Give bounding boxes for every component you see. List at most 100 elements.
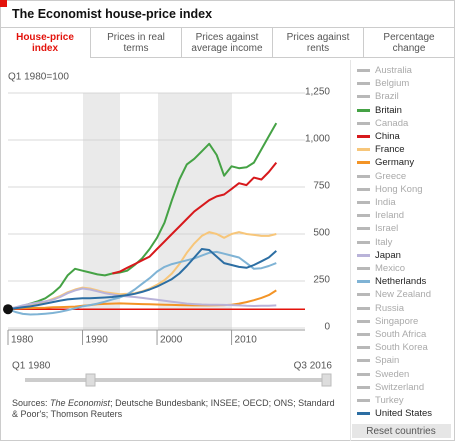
legend-swatch [357,266,370,270]
legend-label[interactable]: India [375,197,396,208]
legend-label[interactable]: South Africa [375,329,427,340]
slider-handle[interactable] [85,373,96,387]
legend-item[interactable]: Hong Kong [357,183,423,196]
legend-label[interactable]: China [375,131,400,142]
legend-item[interactable]: Germany [357,156,414,169]
legend-item[interactable]: Switzerland [357,381,424,394]
sources-text: ; Deutsche Bundesbank; INSEE; OECD; ONS;… [12,398,335,419]
legend-swatch [357,319,370,323]
legend-swatch [357,95,370,99]
legend-swatch [357,121,370,125]
tab[interactable]: Percentage change [364,28,455,58]
legend-item[interactable]: Israel [357,222,398,235]
legend-label[interactable]: Spain [375,355,400,367]
reset-button-label[interactable]: Reset countries [366,426,435,437]
legend-label[interactable]: Russia [375,302,405,314]
legend-item[interactable]: South Korea [357,341,428,354]
legend-swatch [357,82,370,86]
legend-item[interactable]: Turkey [357,394,404,407]
title: The Economist house-price index [12,7,213,21]
legend-swatch [357,227,370,231]
series-line [7,122,278,311]
legend-label[interactable]: Singapore [375,315,419,327]
legend-label[interactable]: Switzerland [375,381,425,393]
legend-swatch [357,332,370,336]
series-line [7,248,277,311]
legend-item[interactable]: Greece [357,170,406,183]
legend-item[interactable]: Ireland [357,209,404,222]
legend-label[interactable]: Israel [375,223,399,235]
legend-swatch [357,148,370,152]
start-marker [3,304,13,315]
y-tick-label: 500 [313,228,330,239]
legend-swatch [357,174,370,178]
sources-text: The Economist [50,398,111,408]
legend-swatch [357,359,370,363]
slider-handle[interactable] [321,373,332,387]
y-tick-label: 1,250 [305,87,330,98]
legend-swatch [357,293,370,297]
legend-swatch [357,200,370,204]
legend-item[interactable]: South Africa [357,328,426,341]
legend-item[interactable]: Belgium [357,77,409,90]
legend-label[interactable]: Japan [375,249,401,261]
legend-swatch [357,214,370,218]
reset-button[interactable] [352,424,451,438]
legend-item[interactable]: Britain [357,104,402,117]
legend-label[interactable]: Greece [375,170,407,182]
y-tick-label: 750 [313,181,330,192]
legend-label[interactable]: New Zealand [375,289,431,301]
legend-label[interactable]: Italy [375,236,393,248]
legend-label[interactable]: Sweden [375,368,410,380]
tab[interactable]: Prices against average income [182,28,273,58]
legend-item[interactable]: Netherlands [357,275,426,288]
legend-item[interactable]: Japan [357,249,401,262]
legend-item[interactable]: United States [357,407,432,420]
legend-item[interactable]: Singapore [357,315,418,328]
x-tick-label: 1990 [86,335,109,346]
legend-item[interactable]: Mexico [357,262,405,275]
legend-label[interactable]: Canada [375,117,409,129]
legend-swatch [357,187,370,191]
legend-swatch [357,385,370,389]
legend-swatch [357,161,370,165]
legend-label[interactable]: Turkey [375,395,404,406]
legend-label[interactable]: Germany [375,157,415,169]
legend-label[interactable]: Hong Kong [375,183,423,195]
legend-label[interactable]: Mexico [375,263,406,274]
legend-item[interactable]: Spain [357,354,399,367]
legend-item[interactable]: Russia [357,302,404,315]
legend-item[interactable]: Australia [357,64,412,77]
legend-swatch [357,280,370,284]
legend-item[interactable]: France [357,143,405,156]
legend-item[interactable]: Canada [357,117,408,130]
slider-start: Q1 1980 [12,361,51,372]
legend-label[interactable]: Netherlands [375,276,427,288]
series-line [112,161,278,275]
legend-item[interactable]: Italy [357,236,392,249]
y-tick-label: 0 [324,322,330,333]
legend-label[interactable]: Belgium [375,78,410,90]
legend-item[interactable]: India [357,196,396,209]
tab[interactable]: Prices against rents [273,28,364,58]
legend-swatch [357,346,370,350]
legend-label[interactable]: South Korea [375,342,428,354]
legend-label[interactable]: Ireland [375,210,405,222]
legend-item[interactable]: Brazil [357,90,399,103]
tab[interactable]: House-price index [0,28,91,58]
legend-label[interactable]: Brazil [375,91,399,103]
legend-swatch [357,372,370,376]
legend-label[interactable]: Britain [375,104,402,116]
legend-label[interactable]: France [375,144,405,156]
legend-item[interactable]: Sweden [357,368,409,381]
legend-label[interactable]: Australia [375,65,412,76]
legend-item[interactable]: New Zealand [357,288,431,301]
legend-swatch [357,68,370,72]
legend-swatch [357,108,370,112]
legend-label[interactable]: United States [375,408,433,420]
legend-item[interactable]: China [357,130,400,143]
sources-text: Sources: [12,398,51,408]
tab[interactable]: Prices in real terms [91,28,182,58]
